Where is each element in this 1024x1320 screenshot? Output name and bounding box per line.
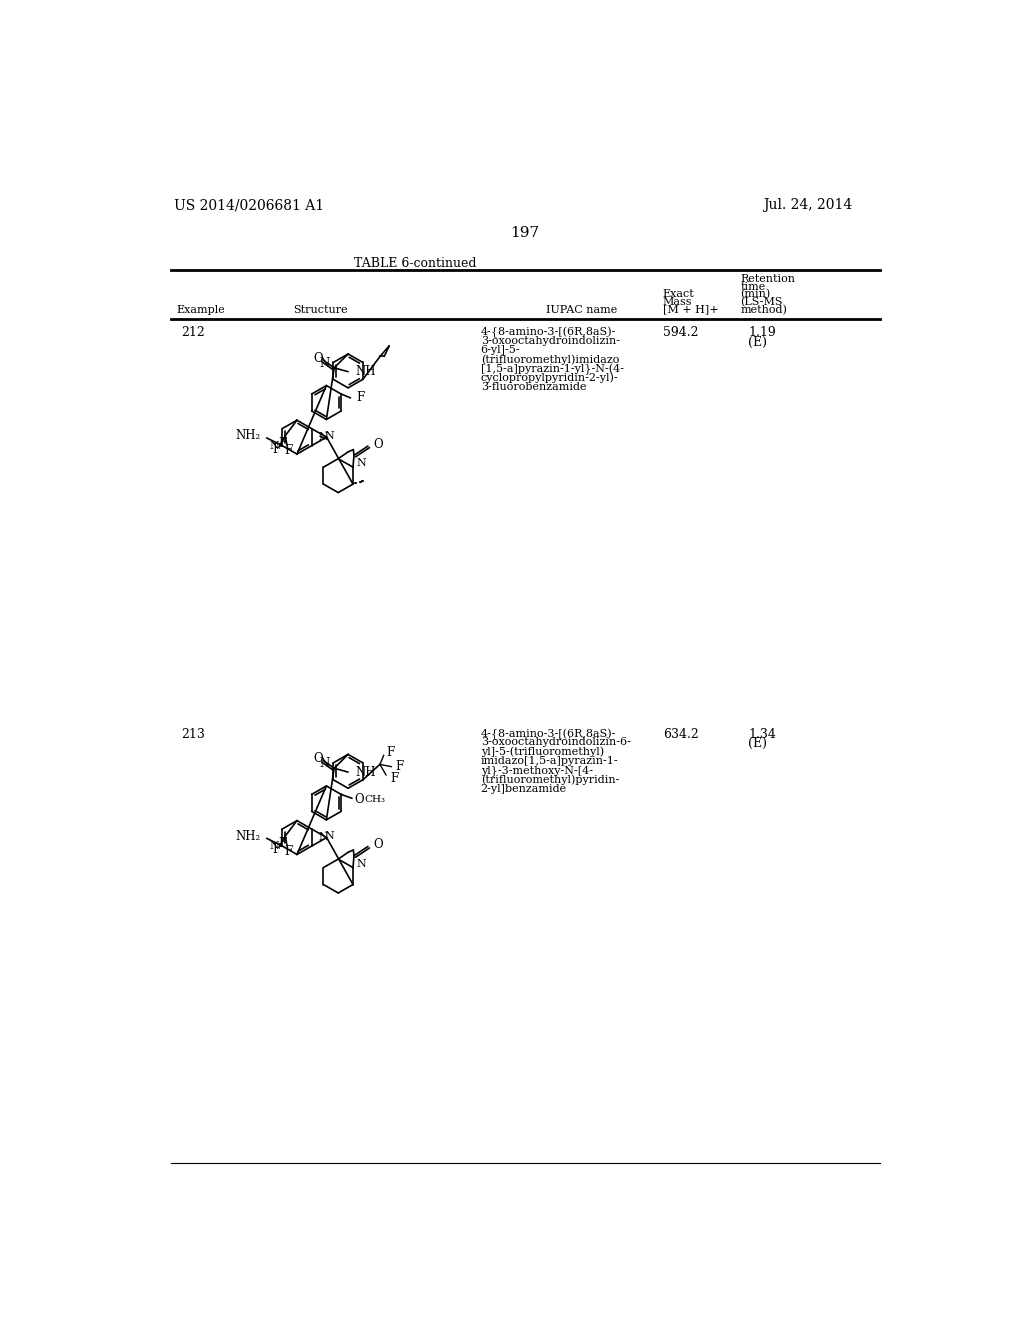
Text: Mass: Mass [663,297,692,308]
Text: 594.2: 594.2 [663,326,698,339]
Text: N: N [318,432,328,442]
Text: 212: 212 [180,326,205,339]
Text: [M + H]+: [M + H]+ [663,305,719,314]
Text: [1,5-a]pyrazin-1-yl}-N-(4-: [1,5-a]pyrazin-1-yl}-N-(4- [480,363,624,375]
Text: O: O [374,438,383,451]
Text: 1.34: 1.34 [748,729,776,742]
Text: 3-oxooctahydroindolizin-: 3-oxooctahydroindolizin- [480,335,620,346]
Text: O: O [354,793,364,807]
Text: (E): (E) [748,335,767,348]
Text: 634.2: 634.2 [663,729,698,742]
Text: N: N [325,430,335,441]
Text: N: N [356,458,367,469]
Text: O: O [313,352,324,366]
Text: F: F [390,772,398,785]
Text: 197: 197 [510,226,540,240]
Text: cyclopropylpyridin-2-yl)-: cyclopropylpyridin-2-yl)- [480,372,618,383]
Text: NH₂: NH₂ [236,429,260,442]
Text: method): method) [740,305,787,315]
Text: F: F [386,746,394,759]
Text: TABLE 6-continued: TABLE 6-continued [353,257,476,271]
Text: (trifluoromethyl)imidazo: (trifluoromethyl)imidazo [480,354,618,364]
Text: F: F [279,837,287,850]
Text: Jul. 24, 2014: Jul. 24, 2014 [764,198,853,213]
Text: NH: NH [356,366,377,379]
Text: CH₃: CH₃ [365,796,385,804]
Text: N: N [318,832,328,842]
Text: NH: NH [356,766,377,779]
Text: F: F [272,444,281,455]
Text: F: F [272,843,281,857]
Text: N: N [319,356,330,370]
Text: (trifluoromethyl)pyridin-: (trifluoromethyl)pyridin- [480,775,618,785]
Text: US 2014/0206681 A1: US 2014/0206681 A1 [174,198,325,213]
Text: NH₂: NH₂ [236,829,260,842]
Text: F: F [279,437,287,450]
Text: N: N [319,758,330,770]
Text: Structure: Structure [293,305,347,314]
Text: N: N [269,441,280,450]
Text: time: time [740,281,766,292]
Text: imidazo[1,5-a]pyrazin-1-: imidazo[1,5-a]pyrazin-1- [480,756,618,766]
Text: 4-{8-amino-3-[(6R,8aS)-: 4-{8-amino-3-[(6R,8aS)- [480,326,616,338]
Text: yl}-3-methoxy-N-[4-: yl}-3-methoxy-N-[4- [480,766,593,776]
Text: (E): (E) [748,738,767,751]
Text: 4-{8-amino-3-[(6R,8aS)-: 4-{8-amino-3-[(6R,8aS)- [480,729,616,739]
Text: O: O [374,838,383,851]
Text: N: N [356,859,367,869]
Text: IUPAC name: IUPAC name [547,305,617,314]
Text: 3-fluorobenzamide: 3-fluorobenzamide [480,381,586,392]
Text: F: F [285,845,293,858]
Text: F: F [395,760,403,774]
Text: 1.19: 1.19 [748,326,776,339]
Text: 213: 213 [180,729,205,742]
Text: N: N [269,841,280,851]
Text: 6-yl]-5-: 6-yl]-5- [480,345,520,355]
Text: O: O [313,752,324,766]
Text: yl]-5-(trifluoromethyl): yl]-5-(trifluoromethyl) [480,747,604,758]
Text: F: F [356,391,365,404]
Text: Retention: Retention [740,275,796,284]
Text: 3-oxooctahydroindolizin-6-: 3-oxooctahydroindolizin-6- [480,738,631,747]
Text: Exact: Exact [663,289,694,300]
Text: Example: Example [176,305,225,314]
Text: N: N [325,832,335,841]
Text: F: F [285,445,293,458]
Text: 2-yl]benzamide: 2-yl]benzamide [480,784,566,793]
Text: (min): (min) [740,289,770,300]
Text: (LS-MS: (LS-MS [740,297,782,308]
